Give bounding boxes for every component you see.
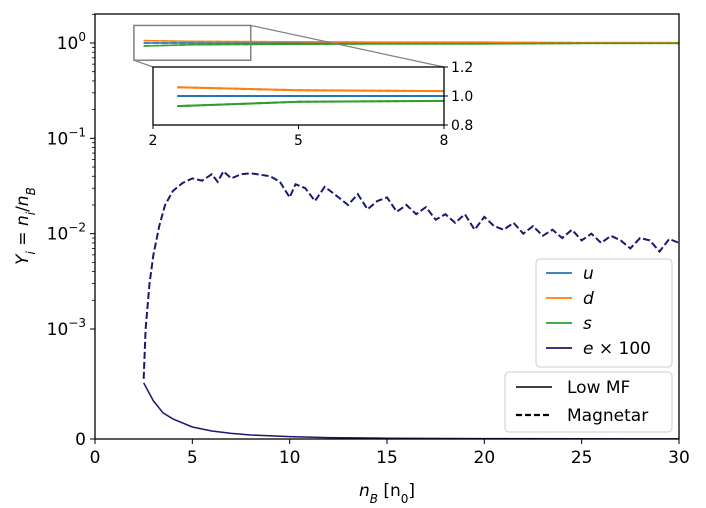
inset-x-tick-label: 5 [294, 133, 303, 149]
inset-plot: 2 5 80.8 1.0 1.2 [133, 24, 473, 149]
legend-label: d [583, 289, 594, 309]
x-tick-label: 30 [668, 448, 690, 468]
inset-series-lines [177, 86, 444, 108]
zoom-connector [133, 59, 154, 68]
y-tick-label: 10−3 [47, 316, 86, 340]
plot-area [142, 39, 679, 439]
x-tick-label: 15 [376, 448, 398, 468]
inset-y-tick-label: 0.8 [451, 118, 473, 134]
inset-y-tick-label: 1.2 [451, 60, 473, 76]
series-e-magnetar-line [142, 169, 679, 379]
x-tick-label: 20 [474, 448, 496, 468]
inset-y-tick-label: 1.0 [451, 89, 473, 105]
legend-style-label: Magnetar [567, 406, 648, 426]
y-tick-label: 10−2 [47, 221, 86, 245]
legend-styles: Low MF Magnetar [504, 371, 673, 433]
inset-x-tick-label: 2 [149, 133, 158, 149]
x-tick-label: 5 [187, 448, 198, 468]
x-tick-label: 10 [279, 448, 301, 468]
y-axis: 0 10−3 10−2 10−1 100 [47, 13, 95, 450]
zoom-connector [250, 24, 445, 68]
legend-species-frame [535, 258, 673, 368]
x-axis: 0 5 10 15 20 25 30 [90, 439, 690, 468]
legend-label: u [583, 264, 594, 284]
inset-series-s-magnetar-line [177, 99, 444, 108]
x-tick-label: 25 [571, 448, 593, 468]
legend-label: e × 100 [583, 339, 651, 359]
series-lines [142, 39, 679, 439]
y-tick-label: 100 [57, 30, 86, 54]
series-d-magnetar-line [143, 39, 679, 44]
zoom-region-box [133, 24, 252, 61]
series-s-magnetar-line [143, 42, 679, 47]
legend-style-label: Low MF [567, 378, 630, 398]
y-tick-label: 10−1 [47, 125, 86, 149]
y-tick-label: 0 [75, 430, 86, 450]
inset-series-d-magnetar-line [177, 86, 444, 93]
x-tick-label: 0 [90, 448, 101, 468]
legend-species: uds e × 100 [535, 258, 673, 368]
legend-label: s [583, 314, 592, 334]
inset-x-tick-label: 8 [440, 133, 449, 149]
